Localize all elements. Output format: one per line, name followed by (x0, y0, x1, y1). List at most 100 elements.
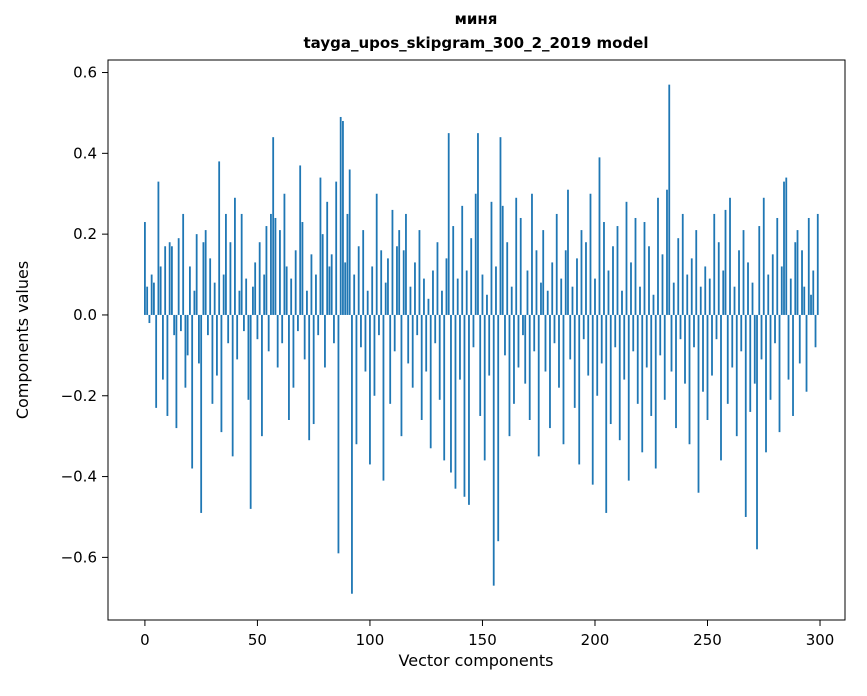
bar (459, 314, 461, 380)
bar (429, 314, 432, 449)
bar (398, 230, 401, 315)
bar (454, 314, 457, 489)
bar (627, 314, 630, 481)
y-tick-label: 0.6 (73, 64, 97, 82)
bar (211, 314, 214, 404)
bar (765, 314, 767, 453)
bar (479, 314, 482, 416)
bar (234, 197, 236, 315)
bar (668, 84, 671, 315)
bar (585, 242, 587, 315)
bar (560, 278, 563, 315)
bar (632, 314, 635, 352)
bar (225, 213, 227, 315)
bar (276, 314, 279, 368)
bar (348, 169, 351, 315)
bar (180, 314, 182, 332)
bar (666, 189, 668, 315)
bar (231, 314, 234, 457)
bar (722, 270, 725, 315)
bar (405, 213, 407, 315)
bar (648, 246, 650, 315)
bar (672, 282, 675, 315)
bar (537, 314, 540, 457)
bar (243, 314, 245, 332)
bar (364, 314, 367, 372)
bar (616, 226, 619, 315)
bar (596, 314, 599, 396)
bar (681, 213, 684, 315)
bar (335, 181, 338, 315)
bar (285, 266, 288, 315)
bar (420, 314, 423, 420)
y-tick-label: 0.0 (73, 306, 97, 324)
bar (387, 258, 389, 315)
bar (207, 314, 209, 336)
bar (294, 250, 297, 315)
bar (711, 314, 713, 376)
bar (776, 217, 779, 315)
bar (573, 314, 576, 408)
x-tick-label: 100 (356, 631, 385, 649)
bar (434, 314, 437, 344)
bar (645, 314, 648, 368)
bar (792, 314, 794, 416)
bar (375, 193, 378, 315)
bar (805, 314, 808, 392)
bar (609, 314, 612, 425)
bar (549, 314, 551, 429)
y-tick-label: −0.6 (61, 548, 97, 566)
y-axis-label: Components values (13, 261, 32, 419)
bar (621, 290, 623, 315)
bar (238, 290, 241, 315)
bar (540, 282, 542, 315)
bar (229, 242, 232, 315)
bar (369, 314, 371, 465)
bar (202, 242, 205, 315)
plot-border (107, 59, 846, 621)
bar (708, 278, 711, 315)
bar (605, 314, 608, 513)
bar (162, 314, 164, 380)
bar (522, 314, 524, 336)
bar (310, 254, 313, 315)
bar (506, 242, 509, 315)
bar (411, 314, 414, 388)
bar (159, 266, 162, 315)
bar (558, 314, 560, 388)
bar (735, 314, 738, 437)
bar (576, 258, 578, 315)
bar (186, 314, 189, 356)
bar (542, 230, 545, 315)
bar (803, 286, 806, 315)
bar (355, 314, 358, 445)
bar (333, 314, 335, 344)
bar (400, 314, 403, 437)
bar (344, 262, 347, 315)
bar (551, 262, 554, 315)
bar (321, 234, 324, 315)
bar (612, 246, 614, 315)
bar (796, 230, 799, 315)
x-axis-ticks: 0 50 100 150 200 250 300 (140, 620, 834, 649)
bar (380, 250, 383, 315)
bar (717, 242, 720, 315)
bar (209, 258, 212, 315)
bar (267, 314, 270, 352)
bar (751, 282, 754, 315)
bar (569, 314, 572, 360)
bar (787, 314, 790, 380)
bar (767, 274, 770, 315)
bar (447, 133, 450, 315)
bar (670, 314, 673, 372)
bar (438, 314, 441, 400)
bar (317, 314, 320, 336)
bar (326, 201, 329, 315)
bar (513, 314, 515, 404)
bar (686, 274, 689, 315)
bar (256, 314, 259, 340)
bar (450, 314, 452, 473)
bar (265, 226, 268, 315)
bar (740, 314, 743, 352)
bar (373, 314, 376, 396)
